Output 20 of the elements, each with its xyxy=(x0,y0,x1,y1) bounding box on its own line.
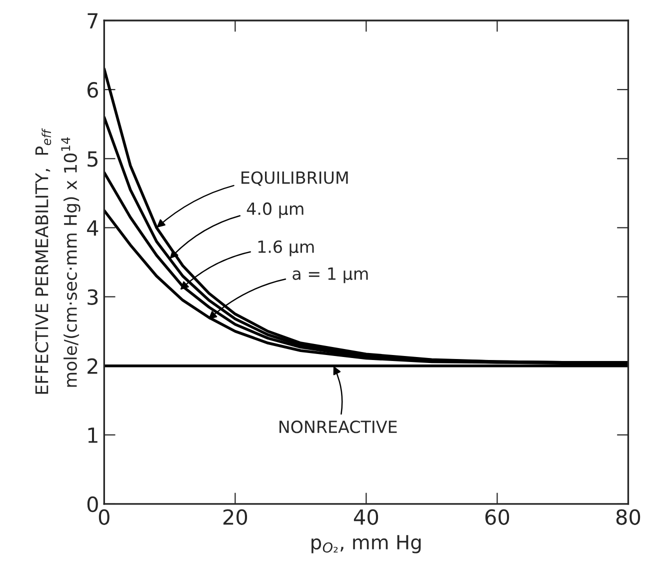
y-tick-label: 2 xyxy=(88,358,98,374)
annotation: 4.0 μm xyxy=(246,202,304,218)
y-tick-label: 6 xyxy=(88,82,98,98)
x-tick-label: 0 xyxy=(98,509,110,525)
y-tick-label: 0 xyxy=(87,496,98,512)
text: EFFECTIVE PERMEABILITY, P$_{eff}$ mole/(cm·sec·mm Hg) x 10$^{14}$ xyxy=(35,128,80,394)
x-tick-label: 60 xyxy=(485,509,510,525)
annotation: EQUILIBRIUM xyxy=(242,171,348,186)
x-axis-title: p$_{O₂}$, mm Hg xyxy=(312,535,421,554)
x-tick-label: 80 xyxy=(616,509,640,525)
x-tick-label: 20 xyxy=(223,509,248,525)
annotation: a = 1 μm xyxy=(292,268,368,284)
y-tick-label: 4 xyxy=(87,220,98,236)
annotation: NONREACTIVE xyxy=(280,420,397,434)
y-tick-label: 3 xyxy=(88,289,98,305)
annotation: 1.6 μm xyxy=(258,240,314,256)
y-tick-label: 7 xyxy=(88,13,98,28)
y-tick-label: 1 xyxy=(88,428,98,443)
x-tick-label: 40 xyxy=(354,509,378,525)
y-tick-label: 5 xyxy=(88,151,98,167)
